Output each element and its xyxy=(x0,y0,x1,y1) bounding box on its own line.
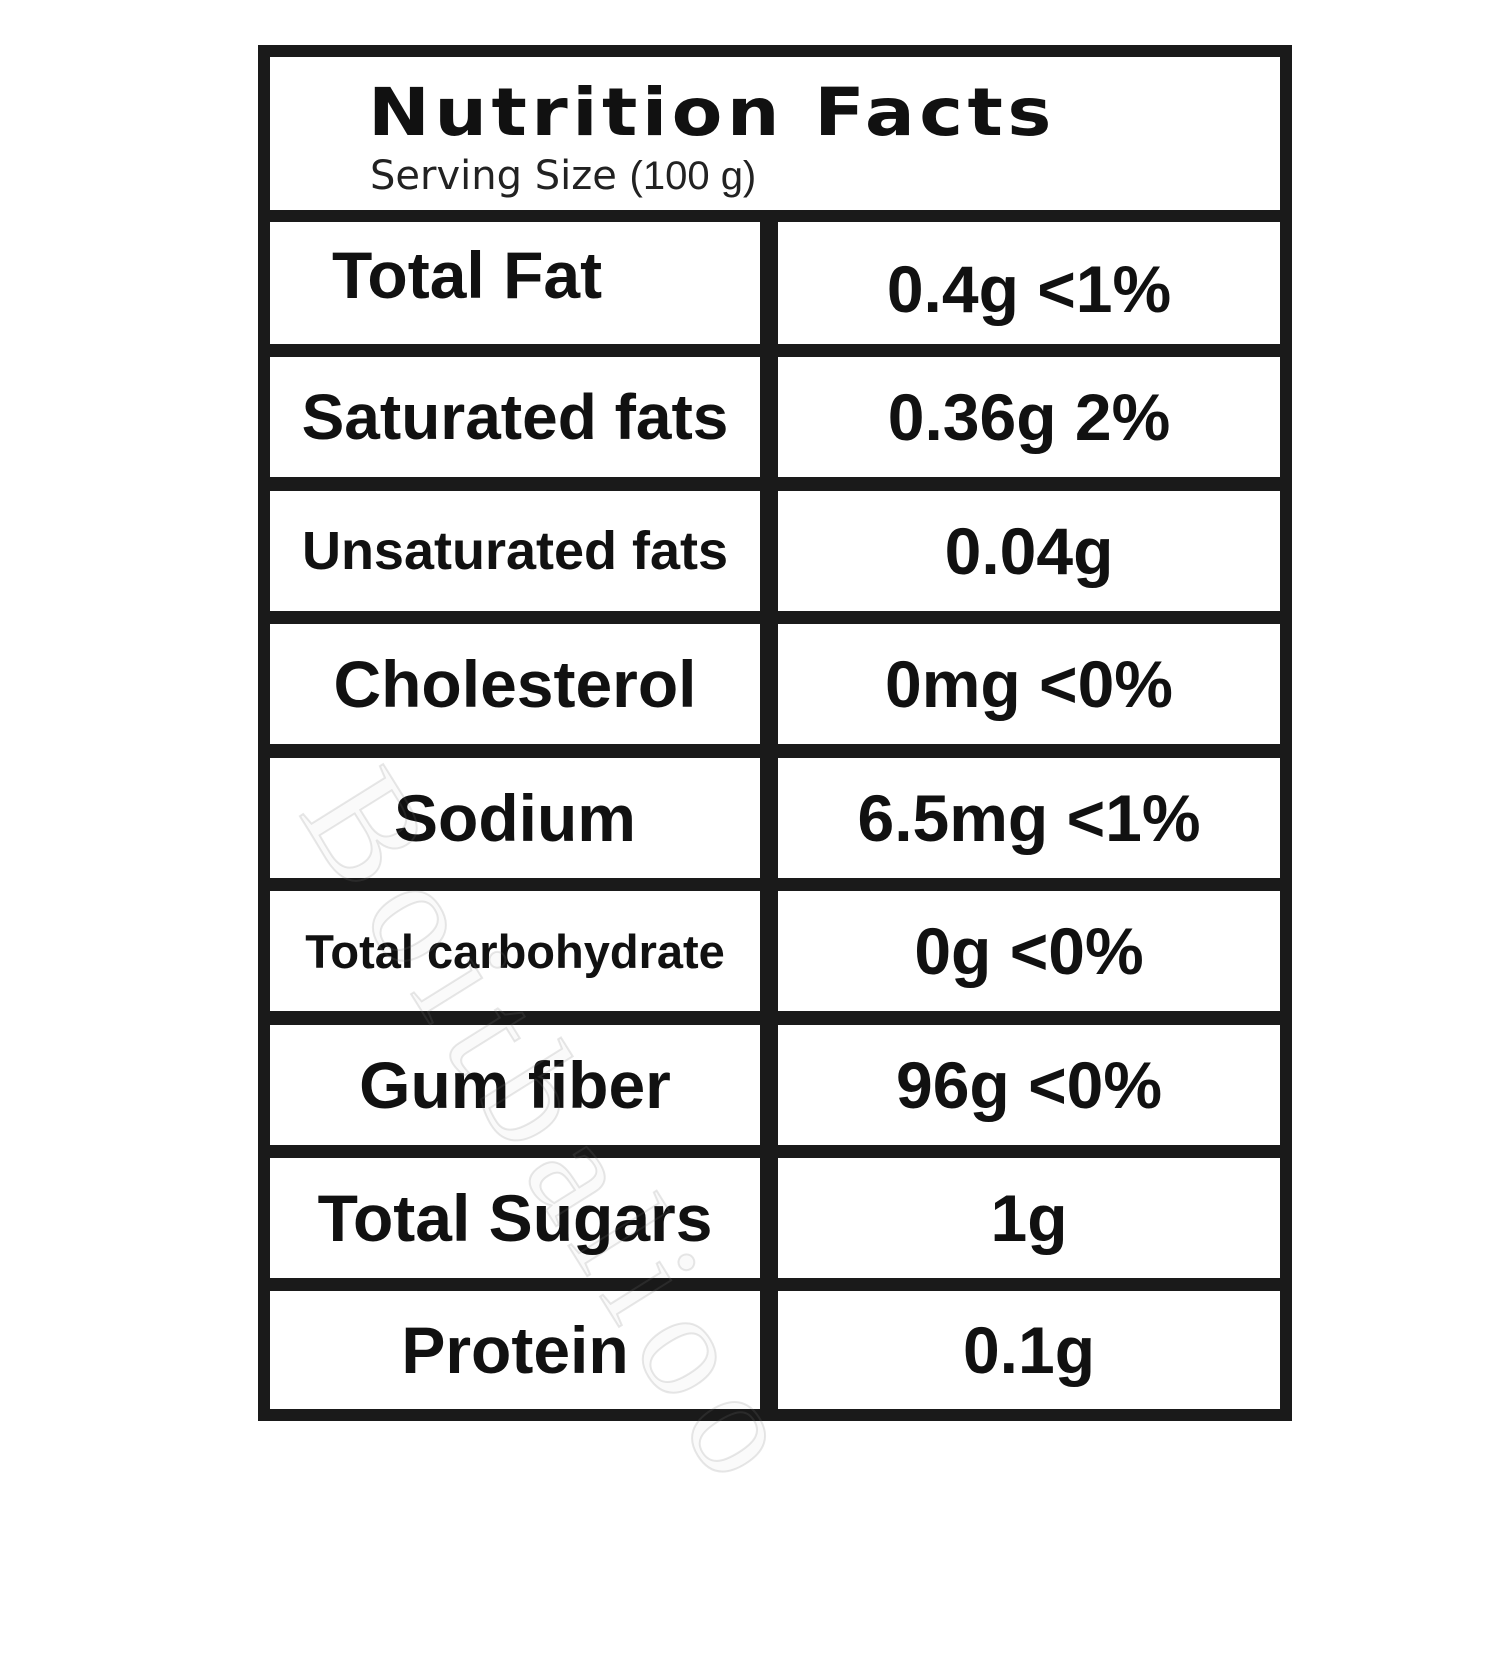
nutrient-name-sodium: Sodium xyxy=(270,758,760,878)
nutrient-value-cholesterol: 0mg <0% xyxy=(778,624,1280,744)
nutrient-value-unsaturated-fats: 0.04g xyxy=(778,491,1280,611)
nutrient-name-cholesterol: Cholesterol xyxy=(270,624,760,744)
nutrient-name-saturated-fats: Saturated fats xyxy=(270,357,760,477)
serving-size-value: (100 g) xyxy=(629,154,757,198)
label-title: Nutrition Facts xyxy=(368,74,1056,151)
nutrient-value-gum-fiber: 96g <0% xyxy=(778,1025,1280,1145)
nutrient-name-total-carbohydrate: Total carbohydrate xyxy=(270,891,760,1011)
nutrient-name-gum-fiber: Gum fiber xyxy=(270,1025,760,1145)
nutrient-name-protein: Protein xyxy=(270,1291,760,1409)
nutrient-value-total-carbohydrate: 0g <0% xyxy=(778,891,1280,1011)
nutrition-facts-label: Nutrition Facts Serving Size (100 g) Tot… xyxy=(258,45,1292,1421)
nutrient-name-unsaturated-fats: Unsaturated fats xyxy=(270,491,760,611)
nutrient-value-total-sugars: 1g xyxy=(778,1158,1280,1278)
nutrient-value-protein: 0.1g xyxy=(778,1291,1280,1409)
nutrient-value-sodium: 6.5mg <1% xyxy=(778,758,1280,878)
serving-size-label: Serving Size xyxy=(370,153,617,199)
nutrient-name-total-sugars: Total Sugars xyxy=(270,1158,760,1278)
label-header: Nutrition Facts Serving Size (100 g) xyxy=(270,57,1280,210)
serving-size: Serving Size (100 g) xyxy=(370,153,756,199)
nutrient-value-saturated-fats: 0.36g 2% xyxy=(778,357,1280,477)
nutrient-name-total-fat: Total Fat xyxy=(270,222,760,344)
nutrient-value-total-fat: 0.4g <1% xyxy=(778,222,1280,344)
